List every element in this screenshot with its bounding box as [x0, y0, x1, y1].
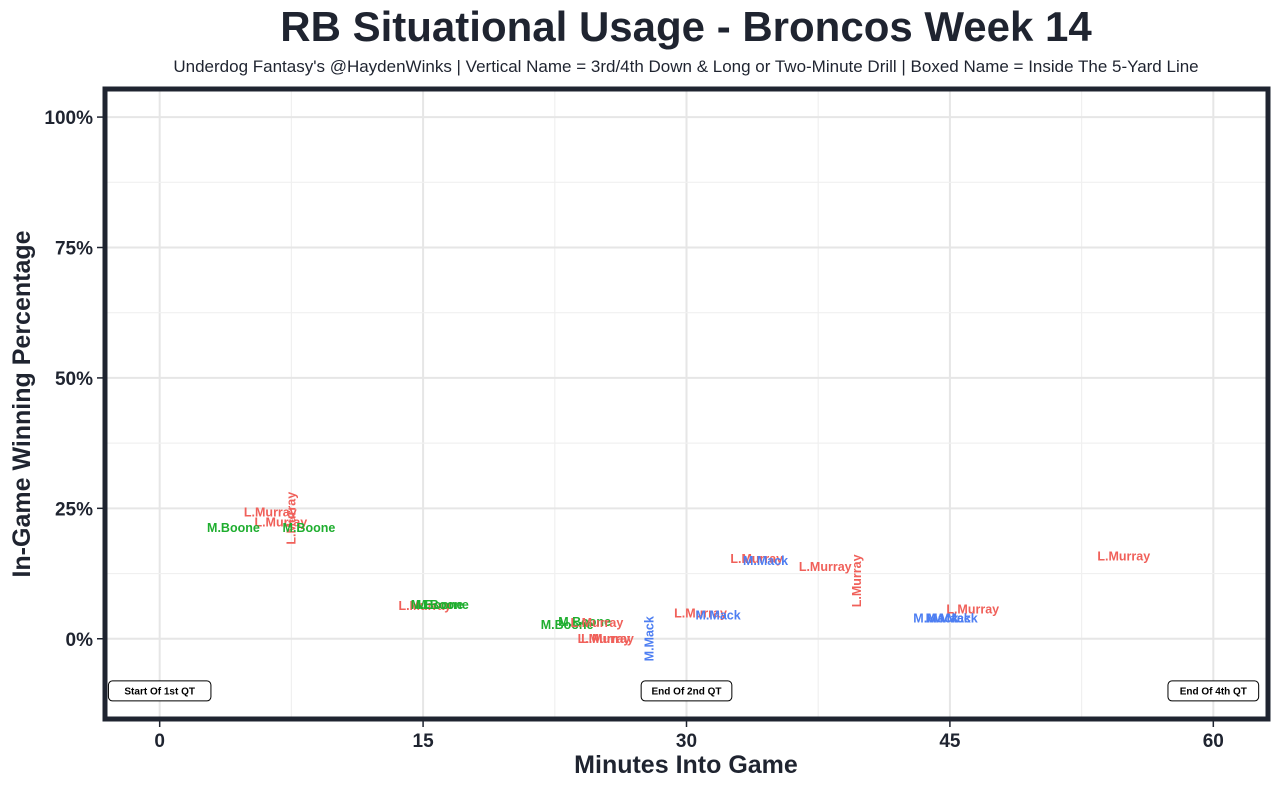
y-tick-label: 50% [55, 369, 93, 390]
point-label-m-mack: M.Mack [933, 611, 978, 625]
grid-lines [107, 91, 1266, 717]
point-label-m-mack: M.Mack [643, 616, 657, 661]
point-label-l-murray: L.Murray [284, 492, 298, 545]
quarter-annotation: Start Of 1st QT [107, 680, 212, 702]
point-label-m-boone: M.Boone [411, 598, 464, 612]
x-tick-label: 30 [676, 731, 697, 752]
point-label-m-boone: M.Boone [283, 521, 336, 535]
y-tick-label: 0% [66, 630, 94, 651]
y-tick-label: 25% [55, 499, 93, 520]
y-axis-title: In-Game Winning Percentage [8, 230, 36, 577]
point-label-m-mack: M.Mack [913, 611, 958, 625]
point-label-l-murray: L.Murray [730, 552, 783, 566]
point-label-l-murray: L.Murray [850, 554, 864, 607]
annotation-label: End Of 2nd QT [652, 686, 722, 697]
x-tick-label: 60 [1203, 731, 1224, 752]
annotation-box [640, 680, 733, 702]
quarter-annotations: Start Of 1st QT End Of 2nd QT End Of 4th Q… [107, 680, 1260, 702]
point-label-m-mack: M.Mack [926, 611, 971, 625]
y-tick-label: 75% [55, 239, 93, 260]
point-label-m-boone: M.Boone [558, 615, 611, 629]
chart-title: RB Situational Usage - Broncos Week 14 [280, 3, 1092, 50]
point-label-l-murray: L.Murray [946, 603, 999, 617]
x-tick-label: 45 [939, 731, 961, 752]
point-label-m-boone: M.Boone [207, 521, 260, 535]
point-label-m-boone: M.Boone [541, 618, 594, 632]
point-label-m-mack: M.Mack [743, 554, 788, 568]
x-tick-label: 0 [154, 731, 165, 752]
point-label-l-murray: L.Murray [581, 632, 634, 646]
point-label-l-murray: L.Murray [571, 616, 624, 630]
annotation-box [1167, 680, 1260, 702]
annotation-box [107, 680, 212, 702]
point-label-l-murray: L.Murray [799, 560, 852, 574]
point-label-l-murray: L.Murray [398, 599, 451, 613]
point-label-l-murray: L.Murray [254, 515, 307, 529]
point-label-m-mack: M.Mack [696, 608, 741, 622]
x-axis-title: Minutes Into Game [574, 751, 798, 779]
y-tick-label: 100% [44, 108, 93, 129]
chart-subtitle: Underdog Fantasy's @HaydenWinks | Vertic… [173, 57, 1199, 76]
axis-ticks: 0 15 30 45 60 0% 25% 50% 75% 100% [44, 108, 1223, 752]
point-label-l-murray: L.Murray [244, 506, 297, 520]
quarter-annotation: End Of 4th QT [1167, 680, 1260, 702]
panel-border [102, 86, 1271, 722]
point-label-l-murray: L.Murray [578, 632, 631, 646]
x-tick-label: 15 [413, 731, 435, 752]
annotation-label: End Of 4th QT [1180, 686, 1247, 697]
point-label-l-murray: L.Murray [674, 607, 727, 621]
annotation-label: Start Of 1st QT [124, 686, 195, 697]
point-label-l-murray: L.Murray [1097, 549, 1150, 563]
quarter-annotation: End Of 2nd QT [640, 680, 733, 702]
point-label-m-boone: M.Boone [416, 598, 469, 612]
